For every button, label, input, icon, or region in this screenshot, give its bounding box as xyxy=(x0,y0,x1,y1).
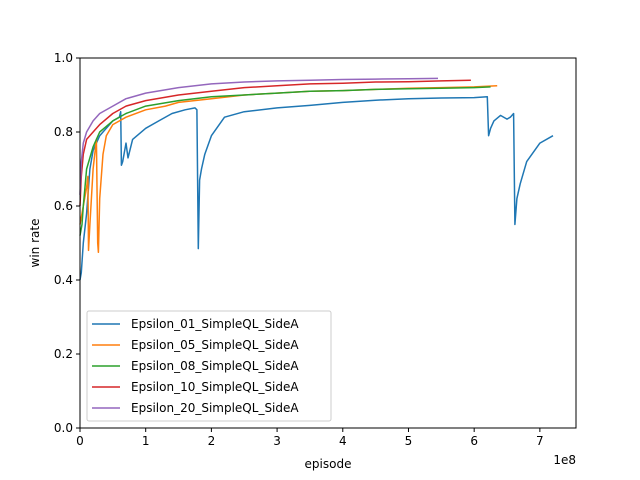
legend-box xyxy=(86,310,332,422)
y-tick-label: 0.4 xyxy=(54,273,73,287)
legend: Epsilon_01_SimpleQL_SideA Epsilon_05_Simp… xyxy=(86,310,332,422)
x-axis-label: episode xyxy=(305,457,352,471)
legend-label-1: Epsilon_05_SimpleQL_SideA xyxy=(131,338,299,352)
x-tick-label: 1 xyxy=(142,434,150,448)
x-tick-label: 2 xyxy=(208,434,216,448)
legend-label-4: Epsilon_20_SimpleQL_SideA xyxy=(131,401,299,415)
x-axis-offset-label: 1e8 xyxy=(553,453,576,467)
x-axis-ticks: 0 1 2 3 4 5 6 7 xyxy=(76,428,544,448)
x-tick-label: 5 xyxy=(405,434,413,448)
plot-frame xyxy=(79,57,577,429)
x-tick-label: 6 xyxy=(470,434,478,448)
y-tick-label: 0.0 xyxy=(54,421,73,435)
y-tick-label: 0.2 xyxy=(54,347,73,361)
series-layer xyxy=(79,77,554,281)
series-line-4 xyxy=(79,77,439,195)
y-axis-label: win rate xyxy=(28,219,42,268)
series-line-2 xyxy=(79,86,491,236)
y-tick-label: 0.8 xyxy=(54,125,73,139)
legend-label-2: Epsilon_08_SimpleQL_SideA xyxy=(131,359,299,373)
legend-entries: Epsilon_01_SimpleQL_SideA Epsilon_05_Simp… xyxy=(92,317,299,415)
y-tick-label: 1.0 xyxy=(54,51,73,65)
x-tick-label: 4 xyxy=(339,434,347,448)
x-tick-label: 7 xyxy=(536,434,544,448)
series-line-0 xyxy=(79,96,554,281)
y-tick-label: 0.6 xyxy=(54,199,73,213)
legend-label-3: Epsilon_10_SimpleQL_SideA xyxy=(131,380,299,394)
legend-label-0: Epsilon_01_SimpleQL_SideA xyxy=(131,317,299,331)
x-tick-label: 3 xyxy=(273,434,281,448)
y-axis-ticks: 0.0 0.2 0.4 0.6 0.8 1.0 xyxy=(54,51,80,435)
series-line-3 xyxy=(79,79,471,207)
x-tick-label: 0 xyxy=(76,434,84,448)
